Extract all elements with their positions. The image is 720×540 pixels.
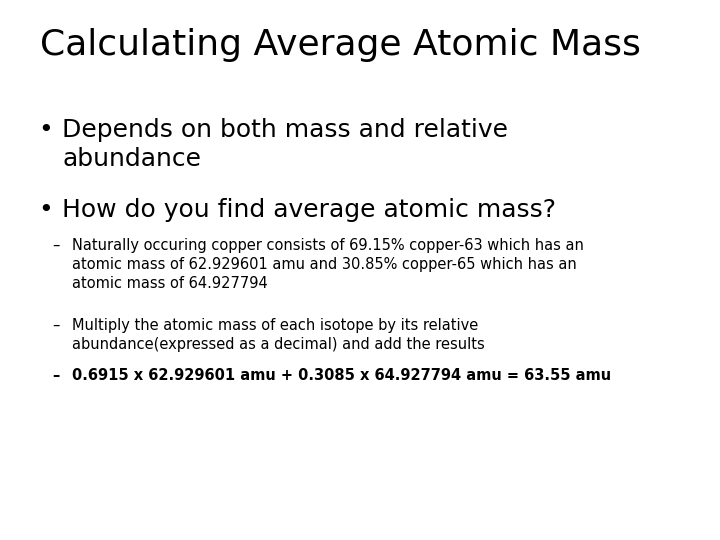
Text: Depends on both mass and relative
abundance: Depends on both mass and relative abunda… <box>62 118 508 171</box>
Text: Calculating Average Atomic Mass: Calculating Average Atomic Mass <box>40 28 641 62</box>
Text: –: – <box>52 238 59 253</box>
Text: 0.6915 x 62.929601 amu + 0.3085 x 64.927794 amu = 63.55 amu: 0.6915 x 62.929601 amu + 0.3085 x 64.927… <box>72 368 611 383</box>
Text: –: – <box>52 368 59 383</box>
Text: •: • <box>38 118 53 142</box>
Text: Multiply the atomic mass of each isotope by its relative
abundance(expressed as : Multiply the atomic mass of each isotope… <box>72 318 485 352</box>
Text: •: • <box>38 198 53 222</box>
Text: Naturally occuring copper consists of 69.15% copper-63 which has an
atomic mass : Naturally occuring copper consists of 69… <box>72 238 584 292</box>
Text: How do you find average atomic mass?: How do you find average atomic mass? <box>62 198 556 222</box>
Text: –: – <box>52 318 59 333</box>
